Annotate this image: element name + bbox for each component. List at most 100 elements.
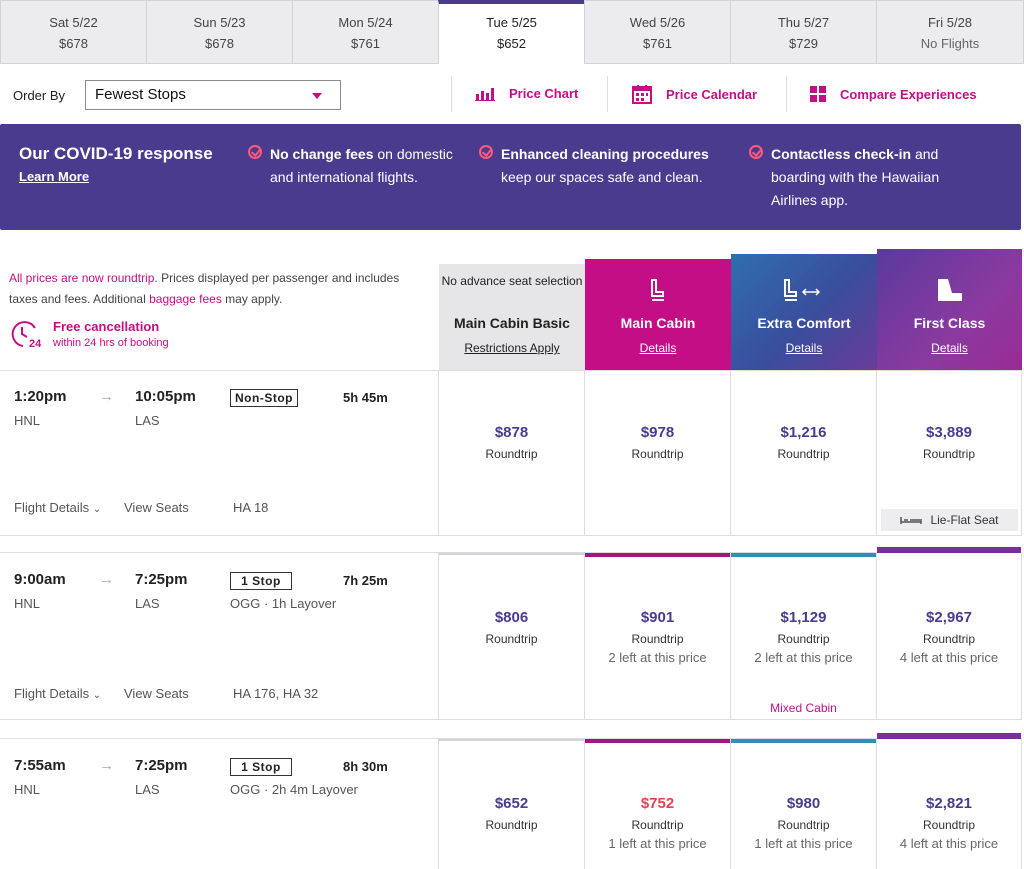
free-cancellation-title: Free cancellation bbox=[53, 319, 160, 334]
seat-icon bbox=[585, 279, 731, 303]
learn-more-link[interactable]: Learn More bbox=[19, 169, 90, 184]
view-seats-link[interactable]: View Seats bbox=[124, 686, 189, 701]
fare-cell-main-cabin-basic[interactable]: $878 Roundtrip bbox=[439, 371, 585, 535]
fare-roundtrip: Roundtrip bbox=[631, 447, 684, 461]
lie-flat-label: Lie-Flat Seat bbox=[930, 513, 999, 527]
lie-flat-badge: Lie-Flat Seat bbox=[881, 509, 1018, 531]
clock-24-icon: 24 bbox=[11, 321, 42, 350]
divider bbox=[786, 76, 787, 112]
flight-number: HA 18 bbox=[233, 500, 269, 515]
date-tab-price: $761 bbox=[351, 36, 380, 51]
free-cancellation-sub: within 24 hrs of booking bbox=[53, 337, 169, 349]
seats-left: 4 left at this price bbox=[899, 836, 999, 851]
price-chart-link[interactable]: Price Chart bbox=[475, 86, 578, 101]
covid-item-change-fees: No change fees on domestic and internati… bbox=[270, 143, 460, 189]
origin-airport: HNL bbox=[14, 413, 41, 428]
flight-row: 9:00am → 7:25pm 1 Stop 7h 25m HNL LAS OG… bbox=[0, 547, 1022, 720]
flight-details-link[interactable]: Flight Details ⌄ bbox=[14, 686, 101, 701]
date-tab-date: Wed 5/26 bbox=[629, 15, 686, 30]
date-tab-thu[interactable]: Thu 5/27 $729 bbox=[730, 0, 876, 64]
cabin-name: Extra Comfort bbox=[757, 315, 851, 331]
fare-cell-main-cabin[interactable]: $978 Roundtrip bbox=[585, 371, 731, 535]
depart-time: 1:20pm bbox=[14, 388, 67, 405]
main-cabin-details-link[interactable]: Details bbox=[639, 341, 677, 355]
date-tab-date: Fri 5/28 bbox=[927, 15, 973, 30]
fare-cell-first-class[interactable]: $2,821 Roundtrip 4 left at this price bbox=[877, 733, 1022, 869]
calendar-icon bbox=[632, 85, 652, 104]
date-tab-price: $678 bbox=[59, 36, 88, 51]
fare-price: $652 bbox=[494, 795, 529, 812]
price-info-text-2: may apply. bbox=[221, 292, 283, 306]
price-info: All prices are now roundtrip. Prices dis… bbox=[9, 268, 429, 310]
flight-info: 9:00am → 7:25pm 1 Stop 7h 25m HNL LAS OG… bbox=[0, 553, 439, 719]
seats-left: 2 left at this price bbox=[754, 650, 853, 665]
order-by-select[interactable]: Fewest Stops bbox=[85, 80, 341, 110]
cabin-color-bar bbox=[731, 739, 876, 743]
date-tab-sat[interactable]: Sat 5/22 $678 bbox=[0, 0, 146, 64]
fare-price: $1,129 bbox=[780, 609, 827, 626]
destination-airport: LAS bbox=[135, 596, 160, 611]
covid-title: Our COVID-19 response bbox=[19, 144, 213, 163]
fare-cell-extra-comfort[interactable]: $1,216 Roundtrip bbox=[731, 371, 877, 535]
cabin-name: Main Cabin Basic bbox=[454, 315, 570, 331]
view-seats-link[interactable]: View Seats bbox=[124, 500, 189, 515]
fare-cell-main-cabin[interactable]: $901 Roundtrip 2 left at this price bbox=[585, 553, 731, 719]
date-tab-mon[interactable]: Mon 5/24 $761 bbox=[292, 0, 438, 64]
fare-cell-main-cabin-basic[interactable]: $806 Roundtrip bbox=[439, 553, 585, 719]
fare-cell-first-class[interactable]: $3,889 Roundtrip Lie-Flat Seat bbox=[877, 371, 1022, 535]
cabin-header-extra-comfort: Extra Comfort Details bbox=[731, 254, 877, 370]
fare-price: $980 bbox=[786, 795, 821, 812]
check-circle-icon bbox=[248, 145, 262, 159]
fare-cell-main-cabin[interactable]: $752 Roundtrip 1 left at this price bbox=[585, 739, 731, 869]
origin-airport: HNL bbox=[14, 782, 41, 797]
chevron-down-icon: ⌄ bbox=[92, 504, 102, 515]
seats-left: 1 left at this price bbox=[608, 836, 707, 851]
date-tab-price: No Flights bbox=[920, 36, 980, 51]
date-tab-wed[interactable]: Wed 5/26 $761 bbox=[584, 0, 730, 64]
destination-airport: LAS bbox=[135, 782, 160, 797]
fare-cell-extra-comfort[interactable]: $1,129 Roundtrip 2 left at this price Mi… bbox=[731, 553, 877, 719]
date-tab-date: Thu 5/27 bbox=[777, 15, 830, 30]
stops-badge: 1 Stop bbox=[230, 758, 292, 776]
price-calendar-link[interactable]: Price Calendar bbox=[632, 85, 757, 104]
check-circle-icon bbox=[479, 145, 493, 159]
flight-info: 1:20pm → 10:05pm Non-Stop 5h 45m HNL LAS… bbox=[0, 371, 439, 535]
price-chart-label: Price Chart bbox=[509, 86, 579, 101]
first-class-details-link[interactable]: Details bbox=[931, 341, 968, 355]
date-tabs: Sat 5/22 $678 Sun 5/23 $678 Mon 5/24 $76… bbox=[0, 0, 1024, 64]
fare-cell-main-cabin-basic[interactable]: $652 Roundtrip bbox=[439, 739, 585, 869]
order-by-value: Fewest Stops bbox=[95, 86, 186, 103]
duration: 5h 45m bbox=[343, 390, 388, 405]
fare-price: $2,967 bbox=[926, 609, 972, 626]
baggage-fees-link[interactable]: baggage fees bbox=[149, 292, 222, 306]
arrow-right-icon: → bbox=[99, 757, 114, 774]
fare-cell-first-class[interactable]: $2,967 Roundtrip 4 left at this price bbox=[877, 547, 1022, 719]
date-tab-fri[interactable]: Fri 5/28 No Flights bbox=[876, 0, 1024, 64]
compare-experiences-link[interactable]: Compare Experiences bbox=[810, 86, 977, 102]
duration: 8h 30m bbox=[343, 759, 388, 774]
fare-price: $2,821 bbox=[926, 795, 972, 812]
date-tab-date: Sat 5/22 bbox=[49, 15, 98, 30]
flight-details-link[interactable]: Flight Details ⌄ bbox=[14, 500, 101, 515]
flight-details-label: Flight Details bbox=[14, 686, 90, 701]
date-tab-sun[interactable]: Sun 5/23 $678 bbox=[146, 0, 292, 64]
extra-comfort-details-link[interactable]: Details bbox=[785, 341, 823, 355]
grid-icon bbox=[810, 86, 826, 102]
compare-experiences-label: Compare Experiences bbox=[840, 86, 977, 102]
flight-row: 7:55am → 7:25pm 1 Stop 8h 30m HNL LAS OG… bbox=[0, 733, 1022, 869]
fare-roundtrip: Roundtrip bbox=[777, 818, 830, 832]
cabin-color-bar bbox=[585, 553, 730, 557]
seats-left: 4 left at this price bbox=[899, 650, 999, 665]
free-cancellation: 24 Free cancellation within 24 hrs of bo… bbox=[9, 318, 429, 352]
cabin-name: First Class bbox=[913, 315, 986, 331]
date-tab-price: $761 bbox=[643, 36, 672, 51]
fare-cell-extra-comfort[interactable]: $980 Roundtrip 1 left at this price bbox=[731, 739, 877, 869]
stops-badge: 1 Stop bbox=[230, 572, 292, 590]
fare-roundtrip: Roundtrip bbox=[485, 818, 538, 832]
seats-left: 1 left at this price bbox=[754, 836, 853, 851]
fare-price: $878 bbox=[494, 424, 529, 441]
restrictions-link[interactable]: Restrictions Apply bbox=[464, 341, 560, 355]
date-tab-tue[interactable]: Tue 5/25 $652 bbox=[438, 0, 584, 64]
fare-price: $1,216 bbox=[780, 424, 827, 441]
order-by-label: Order By bbox=[13, 88, 66, 103]
